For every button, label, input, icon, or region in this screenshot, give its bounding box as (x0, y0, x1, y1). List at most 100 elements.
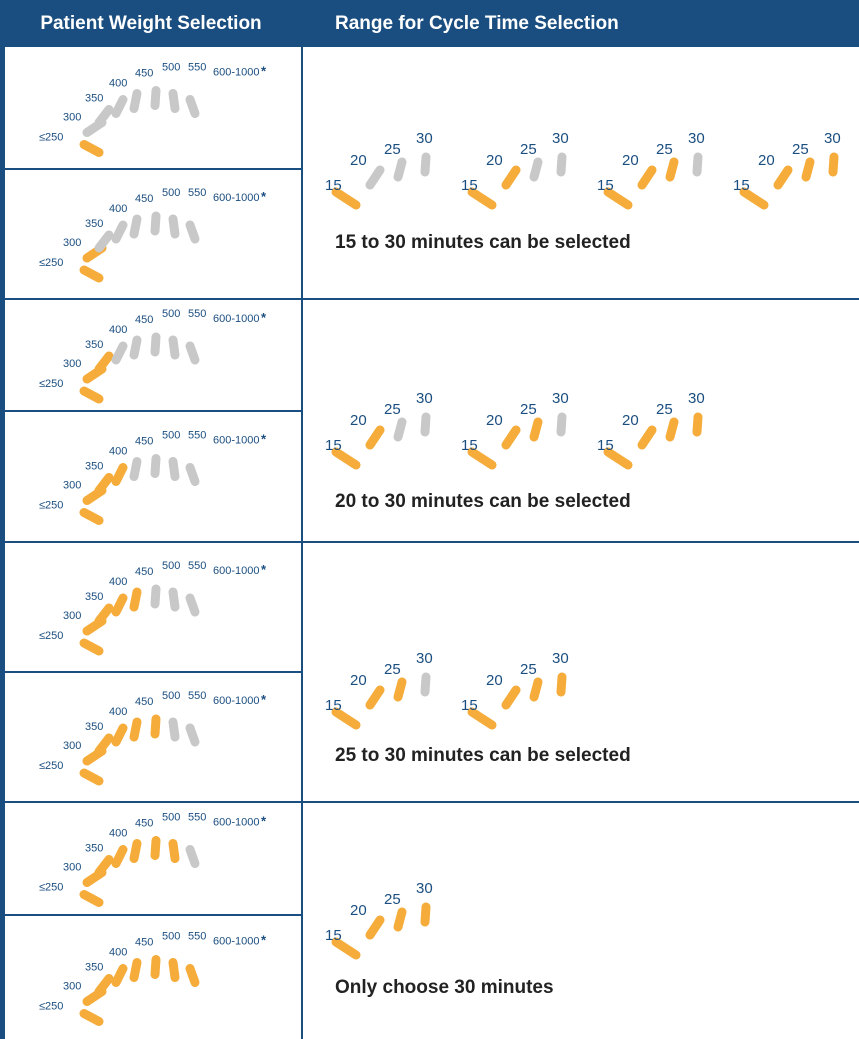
cycle-label-30: 30 (552, 130, 569, 147)
weight-segment-5 (150, 584, 161, 609)
weight-label-6: 550 (188, 308, 206, 320)
weight-label-4: 450 (135, 314, 153, 326)
weight-label-5: 500 (162, 560, 180, 572)
weight-segment-4 (129, 457, 142, 481)
weight-label-5: 500 (162, 62, 180, 74)
cycle-label-15: 15 (325, 177, 342, 194)
weight-label-6: 550 (188, 430, 206, 442)
weight-segment-7 (185, 95, 200, 118)
cycle-label-30: 30 (416, 880, 433, 897)
cycle-segment-1 (773, 165, 793, 190)
cycle-label-25: 25 (384, 891, 401, 908)
weight-label-5: 500 (162, 931, 180, 943)
cycle-label-20: 20 (350, 672, 367, 689)
weight-segment-6 (168, 839, 180, 863)
weight-label-2: 350 (85, 843, 103, 855)
weight-segment-4 (129, 214, 142, 239)
weight-label-5: 500 (162, 690, 180, 702)
weight-segment-7 (185, 463, 200, 486)
cycle-label-30: 30 (416, 650, 433, 667)
weight-segment-3 (111, 845, 128, 868)
weight-label-0: ≤250 (39, 882, 63, 894)
weight-label-1: 300 (63, 610, 81, 622)
cycle-label-30: 30 (416, 130, 433, 147)
weight-label-4: 450 (135, 68, 153, 80)
weight-segment-0 (79, 140, 104, 157)
cycle-label-20: 20 (486, 412, 503, 429)
cycle-segment-2 (393, 907, 407, 932)
weight-label-2: 350 (85, 339, 103, 351)
weight-label-2: 350 (85, 461, 103, 473)
weight-segment-2 (94, 855, 114, 877)
cycle-segment-0 (603, 187, 633, 210)
weight-label-3: 400 (109, 446, 127, 458)
cycle-label-15: 15 (461, 697, 478, 714)
cycle-label-20: 20 (486, 152, 503, 169)
weight-label-7: 600-1000 (213, 936, 260, 948)
weight-label-6: 550 (188, 931, 206, 943)
weight-label-1: 300 (63, 112, 81, 124)
weight-label-3: 400 (109, 576, 127, 588)
cycle-segment-3 (556, 672, 567, 697)
weight-segment-3 (111, 964, 128, 987)
cycle-segment-2 (801, 157, 815, 182)
weight-segment-2 (94, 230, 114, 253)
cycle-label-25: 25 (656, 141, 673, 158)
weight-segment-3 (111, 220, 128, 244)
weight-segment-3 (111, 341, 128, 365)
patient-weight-header: Patient Weight Selection (40, 13, 262, 34)
weight-segment-4 (129, 958, 142, 982)
cycle-label-25: 25 (792, 141, 809, 158)
weight-label-4: 450 (135, 696, 153, 708)
weight-label-1: 300 (63, 862, 81, 874)
asterisk-mark: * (261, 64, 267, 79)
cycle-label-25: 25 (384, 401, 401, 418)
cell-divider (0, 671, 302, 673)
cycle-segment-3 (692, 152, 703, 177)
weight-label-4: 450 (135, 937, 153, 949)
weight-segment-0 (79, 890, 104, 907)
weight-segment-4 (129, 839, 142, 863)
weight-label-4: 450 (135, 566, 153, 578)
weight-segment-6 (168, 214, 180, 239)
cycle-label-20: 20 (758, 152, 775, 169)
weight-label-5: 500 (162, 812, 180, 824)
weight-label-7: 600-1000 (213, 817, 260, 829)
cycle-label-15: 15 (733, 177, 750, 194)
weight-segment-7 (185, 845, 200, 868)
cycle-segment-3 (556, 412, 567, 437)
cycle-label-15: 15 (325, 697, 342, 714)
cycle-segment-2 (529, 677, 543, 702)
group-caption-1: 15 to 30 minutes can be selected (335, 232, 631, 253)
weight-segment-5 (150, 454, 161, 478)
group-divider (0, 541, 859, 543)
weight-label-0: ≤250 (39, 132, 63, 144)
weight-segment-0 (79, 1009, 104, 1026)
cycle-label-25: 25 (520, 141, 537, 158)
cycle-label-15: 15 (325, 437, 342, 454)
cycle-segment-2 (665, 157, 679, 182)
cycle-label-30: 30 (552, 650, 569, 667)
group-caption-3: 25 to 30 minutes can be selected (335, 745, 631, 766)
weight-segment-3 (111, 463, 128, 486)
weight-label-7: 600-1000 (213, 435, 260, 447)
weight-label-7: 600-1000 (213, 192, 260, 204)
weight-segment-0 (79, 768, 104, 786)
weight-segment-2 (94, 603, 114, 626)
cycle-label-30: 30 (552, 390, 569, 407)
weight-label-5: 500 (162, 430, 180, 442)
cycle-segment-0 (467, 707, 497, 730)
cycle-label-20: 20 (350, 152, 367, 169)
weight-label-0: ≤250 (39, 257, 63, 269)
weight-label-3: 400 (109, 947, 127, 959)
group-caption-2: 20 to 30 minutes can be selected (335, 491, 631, 512)
cycle-segment-2 (529, 417, 543, 442)
cell-divider (0, 914, 302, 916)
cycle-time-header: Range for Cycle Time Selection (335, 13, 619, 34)
asterisk-mark: * (261, 189, 267, 204)
